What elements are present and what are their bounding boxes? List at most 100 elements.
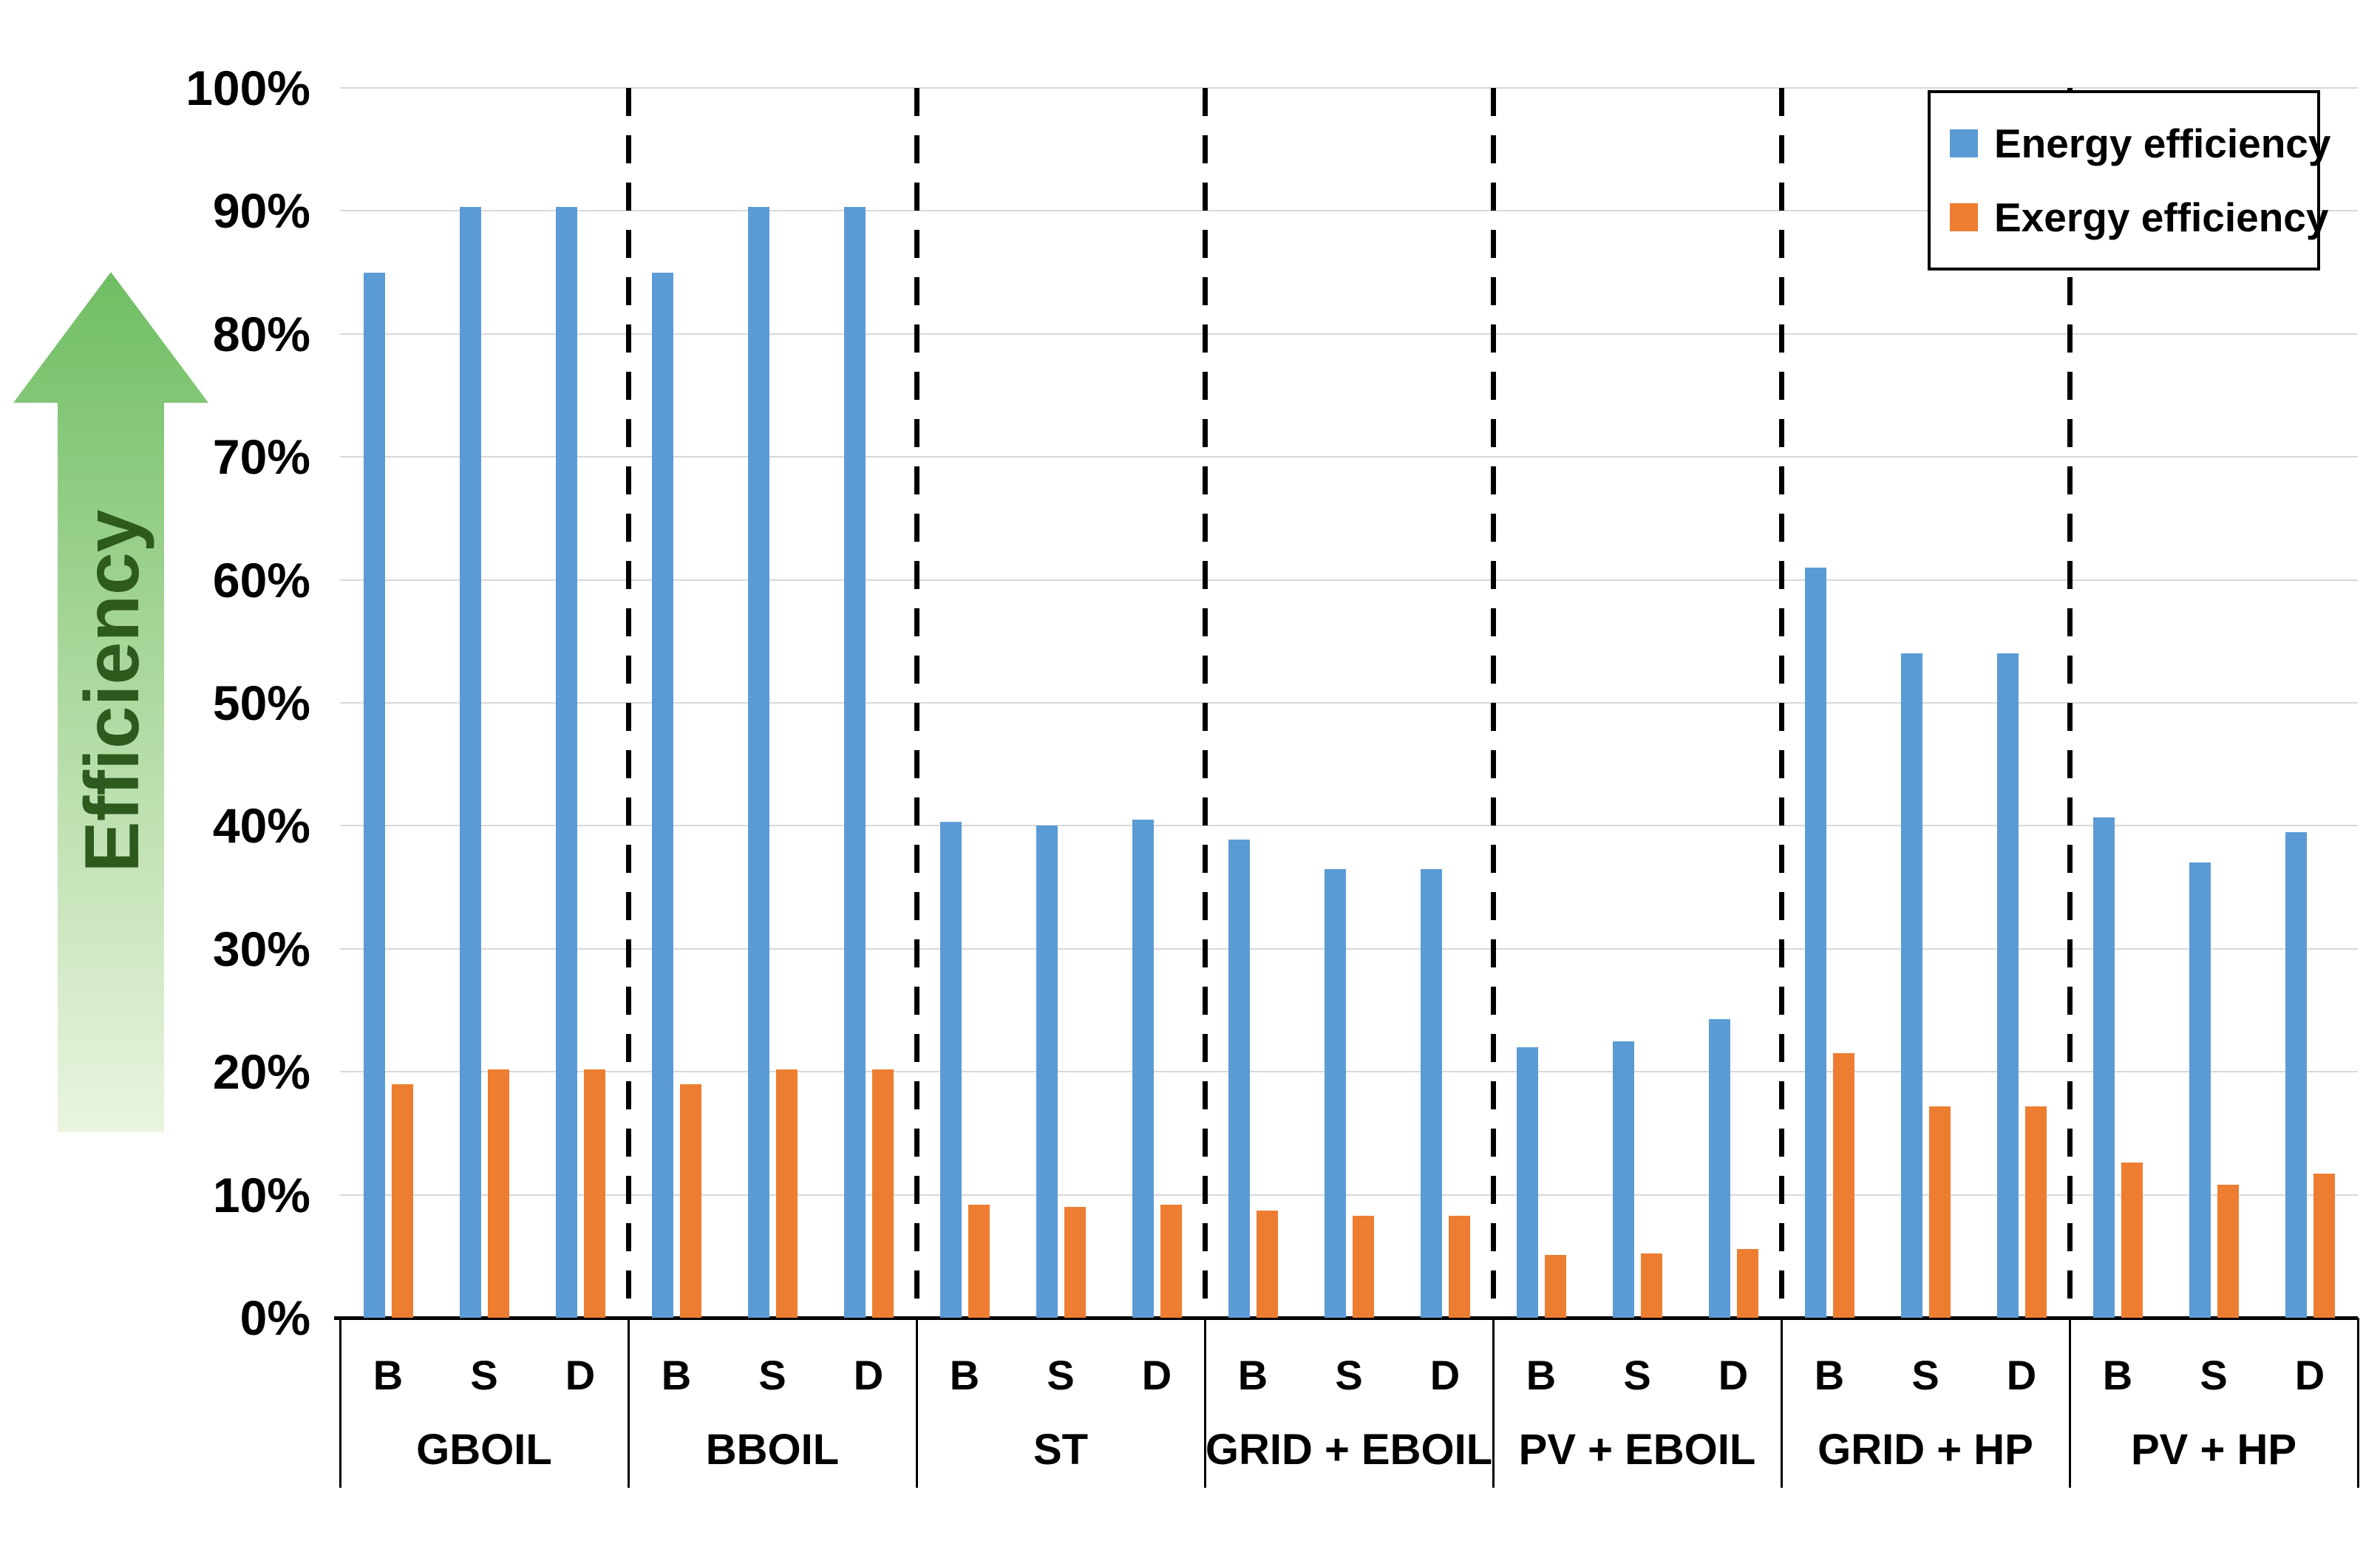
category-label-pv-hp-b: B: [2102, 1352, 2133, 1398]
category-label-grid-hp-b: B: [1814, 1352, 1845, 1398]
group-st: [917, 88, 1205, 1318]
bar-exergy-grid-eboil-s: [1352, 1215, 1374, 1318]
group-label-bboil: BBOIL: [705, 1426, 840, 1474]
gridline-10: [340, 1194, 2358, 1196]
bar-pair-pv-eboil-d: [1708, 88, 1758, 1318]
category-label-grid-hp-d: D: [2006, 1352, 2037, 1398]
category-label-bboil-d: D: [853, 1352, 884, 1398]
bar-exergy-gboil-s: [487, 1069, 509, 1318]
group-separator-dashed-1: [626, 88, 631, 1318]
bar-energy-pv-eboil-s: [1612, 1041, 1634, 1318]
gridline-30: [340, 947, 2358, 950]
group-label-st: ST: [1033, 1426, 1089, 1474]
label-strip-separator-6: [2069, 1318, 2071, 1488]
group-label-pv-hp: PV + HP: [2130, 1426, 2297, 1474]
label-strip-separator-3: [1204, 1318, 1206, 1488]
bar-exergy-st-b: [968, 1204, 990, 1318]
bar-energy-pv-hp-b: [2092, 817, 2115, 1318]
bar-exergy-pv-eboil-d: [1736, 1248, 1758, 1318]
bar-energy-pv-eboil-d: [1708, 1018, 1730, 1318]
y-tick-label-30: 30%: [212, 921, 310, 976]
bar-pair-grid-hp-d: [1996, 88, 2047, 1318]
label-strip-separator-1: [628, 1318, 630, 1488]
bar-pair-st-b: [939, 88, 990, 1318]
y-tick-label-40: 40%: [212, 798, 310, 854]
bar-energy-gboil-b: [363, 272, 385, 1318]
bar-exergy-pv-eboil-s: [1640, 1253, 1662, 1318]
group-separator-dashed-6: [2067, 88, 2073, 1318]
gridline-80: [340, 333, 2358, 335]
bar-energy-pv-hp-d: [2285, 831, 2307, 1318]
category-label-st-d: D: [1141, 1352, 1172, 1398]
bar-pair-bboil-s: [747, 88, 798, 1318]
group-label-pv-eboil: PV + EBOIL: [1518, 1426, 1756, 1474]
bar-exergy-pv-hp-s: [2217, 1185, 2239, 1318]
bar-pair-gboil-b: [363, 88, 413, 1318]
bar-pair-pv-hp-b: [2092, 88, 2143, 1318]
y-tick-label-50: 50%: [212, 676, 310, 730]
label-strip-separator-4: [1492, 1318, 1495, 1488]
arrow-shape: [13, 272, 208, 1132]
gridline-20: [340, 1071, 2358, 1073]
group-pv-eboil: [1493, 88, 1781, 1318]
bar-energy-bboil-b: [651, 272, 673, 1318]
bar-energy-pv-hp-s: [2189, 862, 2211, 1318]
bar-energy-st-d: [1132, 820, 1154, 1318]
category-label-pv-eboil-b: B: [1526, 1352, 1557, 1398]
group-grid-hp: [1781, 88, 2070, 1318]
bar-exergy-gboil-d: [583, 1069, 605, 1318]
bar-exergy-grid-hp-b: [1832, 1053, 1854, 1318]
bar-exergy-bboil-b: [679, 1083, 701, 1318]
bar-exergy-pv-eboil-b: [1544, 1255, 1566, 1318]
bar-pair-grid-eboil-d: [1420, 88, 1470, 1318]
label-strip-separator-2: [916, 1318, 918, 1488]
group-separator-dashed-4: [1491, 88, 1496, 1318]
bar-pair-grid-eboil-b: [1228, 88, 1278, 1318]
y-tick-label-90: 90%: [212, 183, 310, 239]
bar-energy-grid-eboil-b: [1228, 839, 1250, 1318]
bar-exergy-grid-eboil-b: [1256, 1211, 1278, 1318]
y-tick-label-10: 10%: [212, 1167, 310, 1222]
energy-series-swatch: [1950, 129, 1978, 157]
gridline-50: [340, 702, 2358, 704]
bar-energy-grid-hp-b: [1804, 567, 1826, 1318]
bar-exergy-grid-eboil-d: [1448, 1215, 1470, 1318]
bar-pair-bboil-b: [651, 88, 701, 1318]
group-label-grid-eboil: GRID + EBOIL: [1205, 1426, 1493, 1474]
y-tick-label-80: 80%: [212, 306, 310, 361]
y-tick-label-20: 20%: [212, 1044, 310, 1100]
x-axis-line: [334, 1316, 2358, 1320]
group-bboil: [628, 88, 917, 1318]
y-tick-label-60: 60%: [212, 552, 310, 608]
bar-energy-st-b: [939, 822, 962, 1318]
bar-exergy-st-s: [1064, 1207, 1086, 1318]
y-tick-label-100: 100%: [186, 61, 310, 115]
bar-pair-grid-eboil-s: [1324, 88, 1374, 1318]
bar-exergy-gboil-b: [391, 1083, 413, 1318]
category-label-grid-eboil-d: D: [1429, 1352, 1461, 1398]
bar-pair-pv-hp-s: [2189, 88, 2239, 1318]
bar-pair-grid-hp-b: [1804, 88, 1854, 1318]
bar-pair-pv-eboil-b: [1516, 88, 1566, 1318]
gridline-60: [340, 579, 2358, 581]
category-label-st-s: S: [1047, 1352, 1075, 1398]
bar-energy-grid-hp-s: [1900, 653, 1922, 1318]
group-separator-dashed-3: [1203, 88, 1208, 1318]
bar-energy-grid-eboil-d: [1420, 868, 1442, 1318]
bar-pair-pv-eboil-s: [1612, 88, 1662, 1318]
y-tick-label-70: 70%: [212, 429, 310, 485]
efficiency-arrow: Efficiency: [13, 272, 208, 1132]
legend-label-exergy: Exergy efficiency: [1994, 194, 2329, 240]
label-strip-separator-7: [2357, 1318, 2359, 1488]
gridline-100: [340, 87, 2358, 89]
exergy-series-swatch: [1950, 203, 1978, 231]
bar-exergy-grid-hp-d: [2024, 1106, 2047, 1318]
legend-item-energy: Energy efficiency: [1950, 120, 2330, 167]
gridline-70: [340, 456, 2358, 458]
category-label-pv-eboil-d: D: [1718, 1352, 1749, 1398]
bar-pair-gboil-s: [459, 88, 509, 1318]
group-grid-eboil: [1205, 88, 1493, 1318]
category-label-st-b: B: [949, 1352, 980, 1398]
label-strip-separator-5: [1781, 1318, 1783, 1488]
